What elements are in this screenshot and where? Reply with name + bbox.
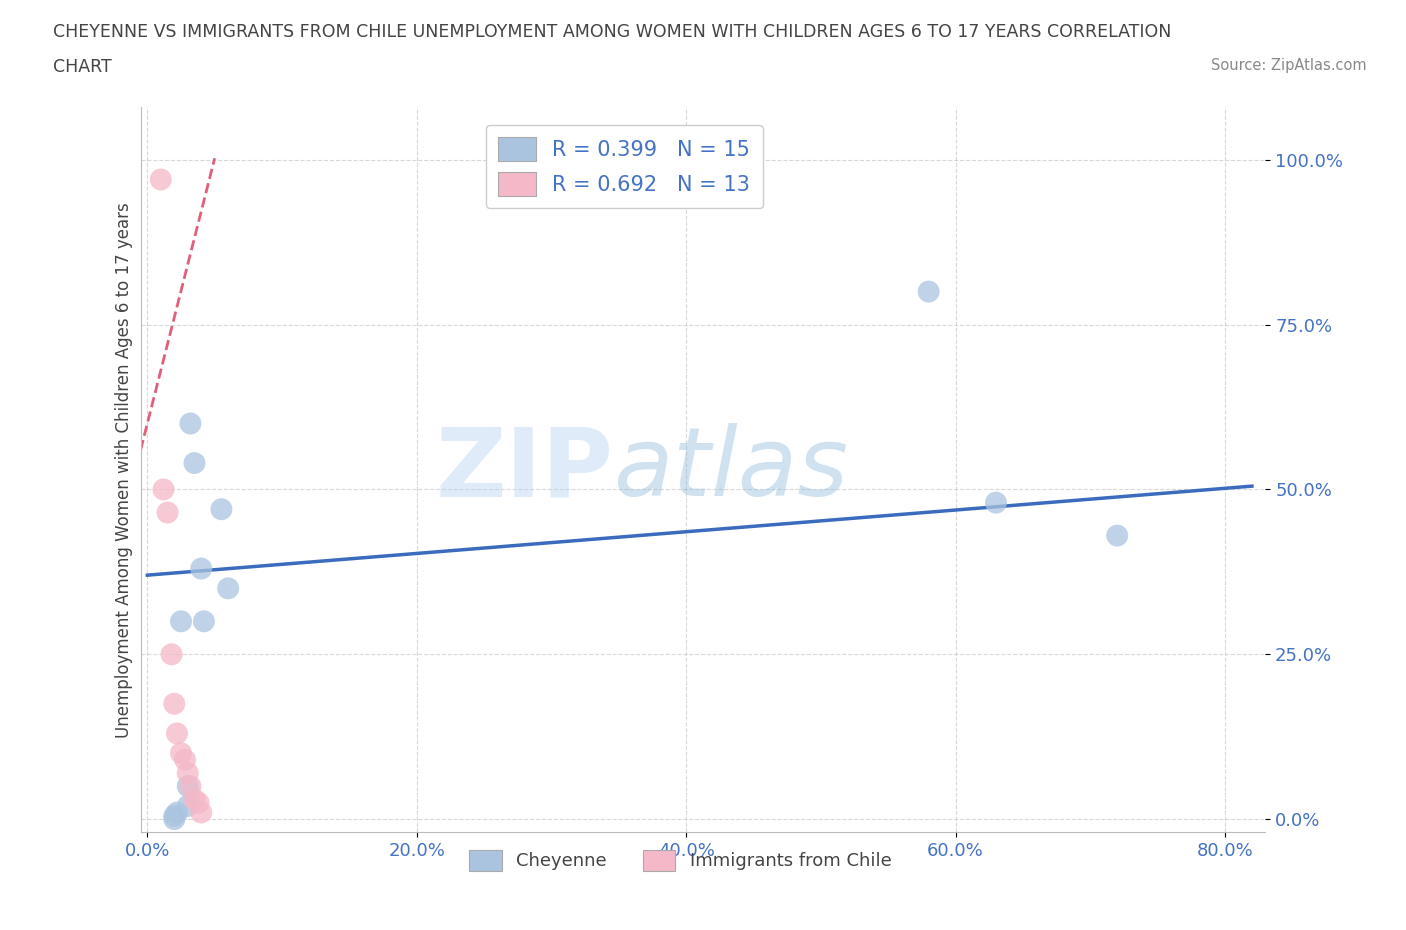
Point xyxy=(170,746,193,761)
Point xyxy=(177,765,200,780)
Point xyxy=(917,285,939,299)
Point xyxy=(177,778,200,793)
Point xyxy=(166,726,188,741)
Point xyxy=(187,795,209,810)
Text: CHEYENNE VS IMMIGRANTS FROM CHILE UNEMPLOYMENT AMONG WOMEN WITH CHILDREN AGES 6 : CHEYENNE VS IMMIGRANTS FROM CHILE UNEMPL… xyxy=(53,23,1171,41)
Point xyxy=(170,614,193,629)
Point xyxy=(209,502,232,517)
Point xyxy=(179,778,201,793)
Point xyxy=(163,812,186,827)
Point xyxy=(984,495,1007,510)
Point xyxy=(149,172,172,187)
Y-axis label: Unemployment Among Women with Children Ages 6 to 17 years: Unemployment Among Women with Children A… xyxy=(115,202,134,737)
Point xyxy=(163,697,186,711)
Text: Source: ZipAtlas.com: Source: ZipAtlas.com xyxy=(1211,58,1367,73)
Point xyxy=(183,792,205,807)
Point xyxy=(156,505,179,520)
Point xyxy=(1107,528,1129,543)
Text: ZIP: ZIP xyxy=(434,423,613,516)
Point xyxy=(166,805,188,820)
Point xyxy=(217,581,239,596)
Point xyxy=(160,647,183,662)
Point xyxy=(190,561,212,576)
Point xyxy=(174,752,197,767)
Legend: Cheyenne, Immigrants from Chile: Cheyenne, Immigrants from Chile xyxy=(463,843,898,878)
Point xyxy=(193,614,215,629)
Point xyxy=(179,416,201,431)
Point xyxy=(152,482,174,497)
Text: CHART: CHART xyxy=(53,58,112,75)
Point xyxy=(163,808,186,823)
Point xyxy=(177,799,200,814)
Point xyxy=(183,456,205,471)
Text: atlas: atlas xyxy=(613,423,848,516)
Point xyxy=(190,805,212,820)
